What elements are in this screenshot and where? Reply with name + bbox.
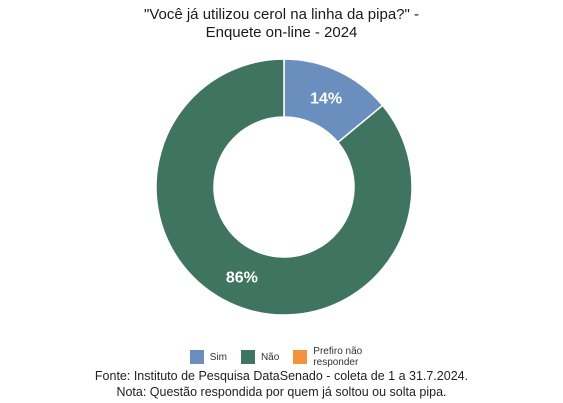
- legend-swatch-sim: [189, 350, 204, 364]
- data-label-sim: 14%: [310, 90, 342, 107]
- legend-swatch-nao: [240, 350, 255, 364]
- chart-title-line-1: "Você já utilizou cerol na linha da pipa…: [144, 6, 419, 23]
- data-label-nao: 86%: [226, 270, 258, 287]
- chart-footer: Fonte: Instituto de Pesquisa DataSenado …: [0, 368, 563, 400]
- legend-label-nao: Não: [260, 351, 280, 363]
- chart-title: "Você já utilizou cerol na linha da pipa…: [0, 6, 563, 42]
- legend-item-prefiro-nao-responder: Prefiro não responder: [293, 346, 373, 368]
- legend-item-nao: Não: [240, 350, 280, 364]
- source-note: Fonte: Instituto de Pesquisa DataSenado …: [94, 369, 469, 383]
- legend-item-sim: Sim: [189, 350, 227, 364]
- slice-nao: [155, 58, 413, 316]
- methodology-note: Nota: Questão respondida por quem já sol…: [116, 385, 447, 399]
- chart-title-line-2: Enquete on-line - 2024: [205, 24, 358, 41]
- legend-label-sim: Sim: [209, 351, 227, 363]
- legend-label-prefiro-nao-responder: Prefiro não responder: [313, 346, 363, 368]
- legend-swatch-prefiro-nao-responder: [293, 350, 308, 364]
- chart-legend: Sim Não Prefiro não responder: [0, 346, 563, 368]
